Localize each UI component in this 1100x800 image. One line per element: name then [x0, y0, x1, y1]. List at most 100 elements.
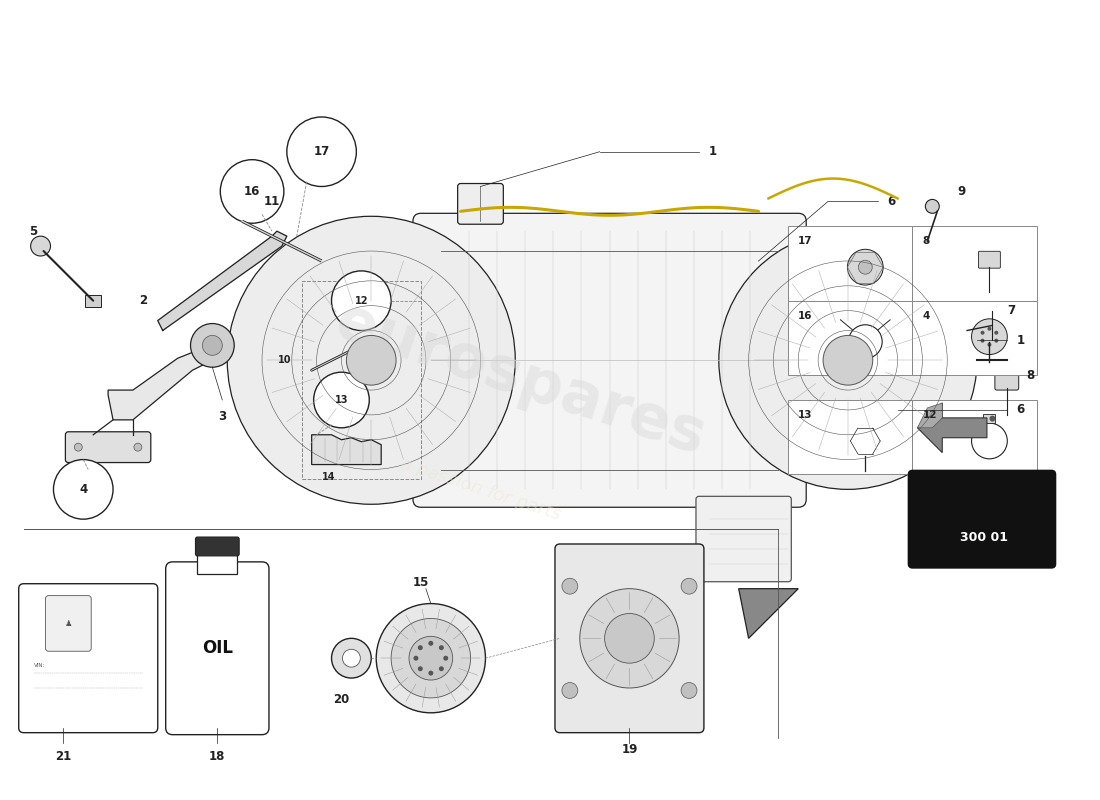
- Text: 21: 21: [55, 750, 72, 762]
- Bar: [913, 226, 1036, 301]
- Circle shape: [220, 160, 284, 223]
- Bar: [789, 301, 913, 375]
- Text: 300 01: 300 01: [960, 531, 1009, 544]
- FancyBboxPatch shape: [994, 370, 1019, 390]
- Circle shape: [988, 326, 991, 330]
- Text: 18: 18: [209, 750, 226, 762]
- Text: 12: 12: [923, 410, 937, 420]
- Circle shape: [202, 335, 222, 355]
- Bar: [198, 549, 238, 574]
- Circle shape: [331, 638, 372, 678]
- Circle shape: [994, 338, 999, 342]
- Bar: [913, 400, 1036, 474]
- Circle shape: [681, 578, 697, 594]
- Text: 12: 12: [354, 296, 368, 306]
- FancyBboxPatch shape: [556, 544, 704, 733]
- Circle shape: [562, 578, 578, 594]
- FancyBboxPatch shape: [696, 496, 791, 582]
- FancyBboxPatch shape: [19, 584, 157, 733]
- FancyBboxPatch shape: [196, 537, 239, 556]
- Text: OIL: OIL: [201, 639, 233, 658]
- Circle shape: [134, 443, 142, 451]
- Circle shape: [428, 641, 433, 646]
- Circle shape: [314, 372, 370, 428]
- Bar: [983, 414, 996, 423]
- Circle shape: [418, 645, 422, 650]
- Bar: [789, 400, 913, 474]
- Text: 8: 8: [1026, 369, 1035, 382]
- Circle shape: [190, 323, 234, 367]
- Text: 1: 1: [1016, 334, 1025, 347]
- Circle shape: [75, 443, 82, 451]
- Circle shape: [994, 330, 999, 334]
- Circle shape: [980, 330, 984, 334]
- Polygon shape: [108, 341, 228, 420]
- FancyBboxPatch shape: [412, 214, 806, 507]
- Bar: [301, 281, 421, 479]
- Circle shape: [980, 338, 984, 342]
- Text: 16: 16: [244, 185, 261, 198]
- FancyBboxPatch shape: [979, 251, 1000, 268]
- Text: 20: 20: [333, 693, 350, 706]
- Circle shape: [971, 319, 1008, 354]
- Text: 19: 19: [621, 742, 638, 756]
- Polygon shape: [157, 231, 287, 330]
- Circle shape: [414, 656, 418, 661]
- Polygon shape: [917, 403, 987, 453]
- Text: 4: 4: [923, 310, 930, 321]
- Circle shape: [718, 231, 977, 490]
- Bar: [86, 294, 101, 306]
- FancyBboxPatch shape: [458, 183, 504, 224]
- FancyBboxPatch shape: [909, 470, 1056, 568]
- Circle shape: [439, 666, 443, 671]
- Text: eurospares: eurospares: [328, 292, 713, 468]
- Polygon shape: [739, 589, 799, 638]
- Circle shape: [439, 645, 443, 650]
- Circle shape: [342, 650, 361, 667]
- Circle shape: [858, 260, 872, 274]
- Bar: [789, 226, 913, 301]
- Text: 6: 6: [888, 195, 895, 208]
- Text: 14: 14: [321, 471, 336, 482]
- Circle shape: [605, 614, 654, 663]
- Circle shape: [989, 416, 996, 422]
- Text: 10: 10: [278, 355, 292, 366]
- Text: 1: 1: [708, 146, 717, 158]
- Bar: [913, 301, 1036, 375]
- Circle shape: [562, 682, 578, 698]
- Circle shape: [681, 682, 697, 698]
- Text: ♟: ♟: [65, 619, 73, 628]
- Text: 6: 6: [1016, 403, 1025, 417]
- Circle shape: [988, 342, 991, 346]
- Polygon shape: [311, 434, 382, 465]
- Circle shape: [228, 216, 515, 504]
- Text: 5: 5: [30, 225, 37, 238]
- FancyBboxPatch shape: [166, 562, 270, 734]
- Circle shape: [346, 335, 396, 385]
- Circle shape: [418, 666, 422, 671]
- Text: 3: 3: [218, 410, 227, 423]
- Text: 2: 2: [139, 294, 147, 307]
- Circle shape: [31, 236, 51, 256]
- Text: 8: 8: [923, 236, 930, 246]
- Text: 11: 11: [264, 195, 280, 208]
- Text: VIN:: VIN:: [34, 663, 45, 668]
- Circle shape: [443, 656, 448, 661]
- Text: 4: 4: [79, 483, 87, 496]
- Text: 9: 9: [957, 185, 966, 198]
- Text: 17: 17: [314, 146, 330, 158]
- Text: 13: 13: [799, 410, 813, 420]
- Circle shape: [847, 250, 883, 285]
- Circle shape: [331, 271, 392, 330]
- Circle shape: [580, 589, 679, 688]
- Circle shape: [392, 618, 471, 698]
- Text: 13: 13: [334, 395, 349, 405]
- Text: 7: 7: [1006, 304, 1015, 317]
- Circle shape: [376, 603, 485, 713]
- Circle shape: [823, 335, 872, 385]
- FancyBboxPatch shape: [65, 432, 151, 462]
- Circle shape: [287, 117, 356, 186]
- Circle shape: [925, 199, 939, 214]
- Circle shape: [54, 459, 113, 519]
- Text: a passion for parts: a passion for parts: [398, 455, 563, 524]
